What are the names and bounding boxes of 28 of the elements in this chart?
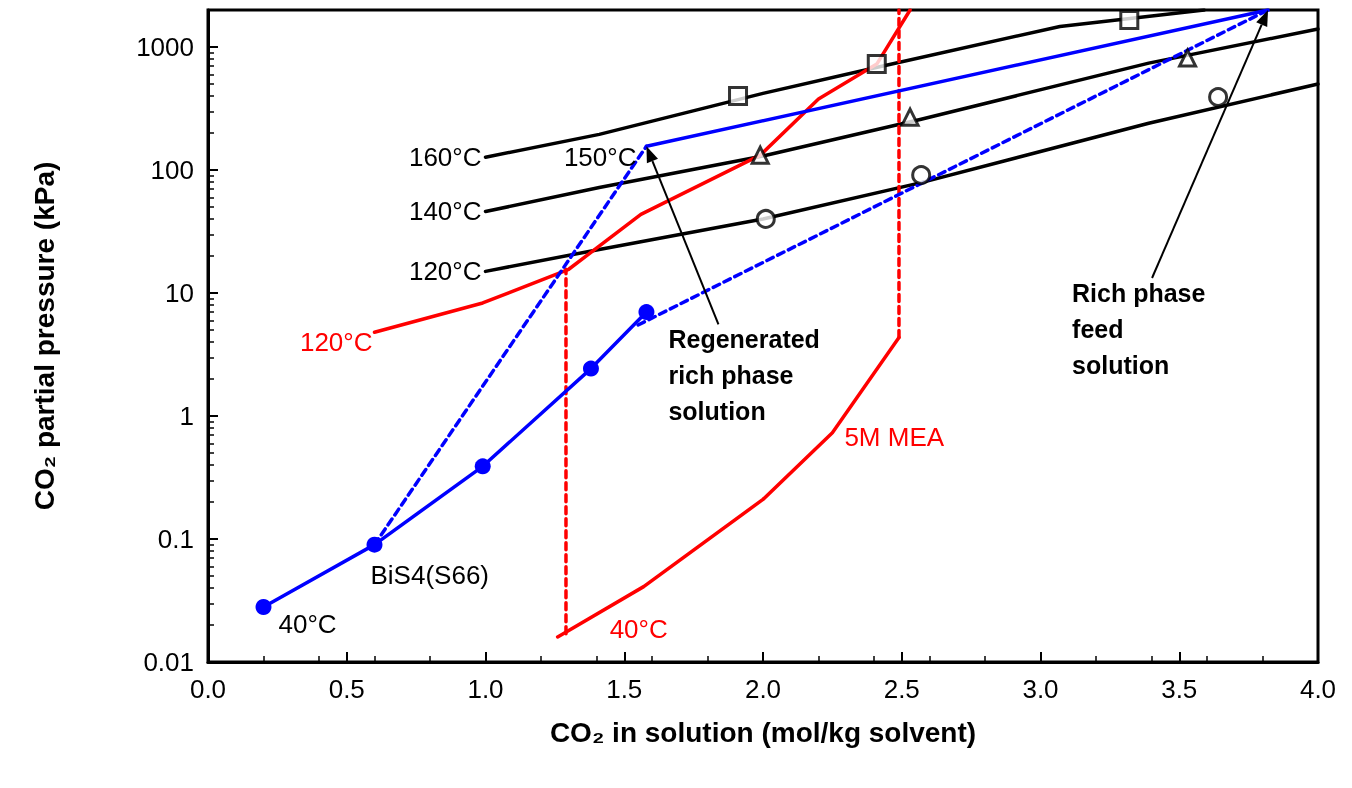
annotation: 120°C	[299, 327, 373, 358]
x-tick-label: 4.0	[1299, 674, 1337, 704]
annotation: 120°C	[408, 256, 482, 287]
y-tick-label: 1000	[136, 32, 194, 63]
x-axis-title: CO₂ in solution (mol/kg solvent)	[549, 716, 977, 748]
y-tick-label: 1	[179, 401, 194, 432]
y-tick-label: 0.1	[157, 524, 194, 555]
y-axis-title: CO₂ partial pressure (kPa)	[28, 161, 60, 511]
y-tick-label: 0.01	[143, 647, 194, 677]
annotation: 5M MEA	[844, 421, 945, 452]
x-tick-label: 0.5	[328, 674, 365, 704]
annotation: 160°C	[408, 142, 482, 173]
annotation: BiS4(S66)	[370, 559, 489, 590]
annotation: Regenerated rich phase solution	[668, 325, 820, 426]
annotation: 150°C	[563, 142, 637, 173]
x-tick-label: 3.5	[1161, 674, 1198, 704]
y-tick-label: 10	[165, 278, 194, 309]
x-tick-label: 0.0	[189, 674, 227, 704]
x-tick-label: 3.0	[1022, 674, 1059, 704]
annotation: 140°C	[408, 196, 482, 227]
x-tick-label: 1.5	[606, 674, 643, 704]
annotation: 40°C	[278, 609, 337, 639]
annotation: 40°C	[609, 613, 668, 644]
y-tick-label: 100	[150, 155, 194, 186]
x-tick-label: 1.0	[467, 674, 504, 704]
x-tick-label: 2.0	[744, 674, 782, 704]
x-tick-label: 2.5	[883, 674, 920, 704]
annotation: Rich phase feed solution	[1072, 279, 1206, 379]
